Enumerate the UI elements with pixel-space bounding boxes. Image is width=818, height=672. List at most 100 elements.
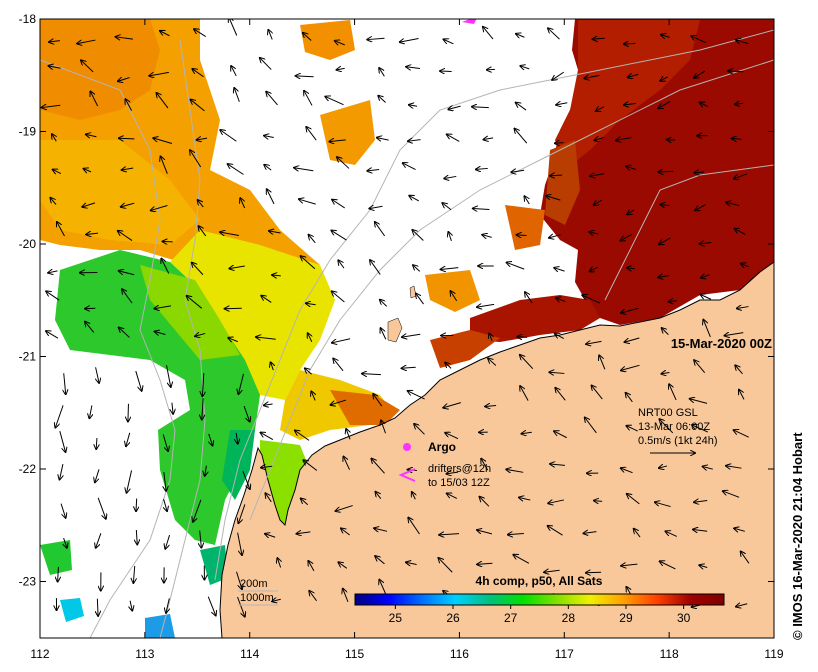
lon-tick-label: 116 bbox=[450, 647, 469, 661]
current-arrow bbox=[626, 166, 636, 169]
current-arrow bbox=[624, 104, 636, 105]
current-arrow bbox=[594, 137, 605, 140]
current-arrow bbox=[741, 264, 749, 267]
current-arrow bbox=[701, 275, 710, 278]
current-arrow bbox=[481, 459, 489, 471]
current-arrow bbox=[406, 562, 417, 564]
current-arrow bbox=[440, 71, 452, 72]
current-arrow bbox=[694, 500, 708, 502]
current-arrow bbox=[337, 68, 345, 70]
argo-marker-icon bbox=[403, 443, 411, 451]
current-arrow bbox=[585, 418, 597, 434]
current-arrow bbox=[195, 333, 206, 336]
current-arrow bbox=[135, 370, 142, 391]
current-arrow bbox=[265, 534, 276, 537]
depth-legend: 200m 1000m bbox=[238, 578, 278, 606]
current-arrow bbox=[90, 92, 99, 107]
current-arrow bbox=[442, 203, 452, 211]
current-arrow bbox=[620, 234, 632, 241]
current-arrow bbox=[81, 60, 94, 73]
current-arrow bbox=[408, 140, 421, 142]
current-arrow bbox=[520, 66, 530, 69]
colorbar-tick-label: 25 bbox=[389, 611, 403, 625]
depth-1000-label: 1000m bbox=[240, 592, 274, 604]
current-arrow bbox=[50, 198, 57, 205]
lat-tick-label: -23 bbox=[19, 575, 37, 589]
current-scale-legend: NRT00 GSL 13-Mar 06:00Z 0.5m/s (1kt 24h) bbox=[638, 407, 717, 453]
current-arrow bbox=[508, 533, 524, 534]
current-arrow bbox=[229, 19, 238, 36]
drifters-label-line1: drifters@12h bbox=[428, 463, 491, 475]
current-arrow bbox=[172, 402, 173, 414]
current-arrow bbox=[627, 268, 636, 269]
current-arrow bbox=[658, 100, 671, 108]
current-arrow bbox=[261, 466, 273, 467]
current-arrow bbox=[303, 460, 318, 471]
current-arrow bbox=[549, 235, 561, 238]
drifter-track-icon bbox=[398, 468, 416, 482]
current-arrow bbox=[736, 40, 749, 44]
drifters-label-line2: to 15/03 12Z bbox=[428, 477, 490, 489]
current-arrow bbox=[584, 75, 600, 78]
current-arrow bbox=[439, 534, 460, 535]
current-arrow bbox=[589, 267, 599, 271]
current-arrow bbox=[448, 106, 461, 109]
current-arrow bbox=[514, 129, 528, 144]
current-arrow bbox=[261, 433, 274, 440]
current-arrow bbox=[200, 530, 202, 548]
current-arrow bbox=[445, 433, 459, 440]
current-arrow bbox=[373, 394, 383, 407]
current-arrow bbox=[659, 419, 674, 434]
current-arrow bbox=[626, 426, 638, 432]
current-arrow bbox=[594, 501, 603, 502]
current-arrow bbox=[55, 405, 64, 427]
current-arrow bbox=[362, 374, 381, 375]
lon-axis: 112 113 114 115 116 117 118 119 bbox=[30, 19, 784, 661]
current-arrow bbox=[89, 405, 92, 418]
current-arrow bbox=[525, 292, 533, 304]
current-arrow bbox=[197, 138, 208, 140]
lon-tick-label: 115 bbox=[345, 647, 364, 661]
current-arrow bbox=[220, 130, 237, 142]
current-arrow bbox=[659, 466, 668, 468]
current-arrow bbox=[301, 498, 309, 506]
current-arrow bbox=[202, 373, 203, 396]
current-arrow bbox=[165, 365, 170, 387]
current-arrow bbox=[231, 66, 237, 77]
current-arrow bbox=[728, 71, 744, 72]
current-arrow bbox=[554, 431, 567, 439]
current-arrow bbox=[266, 92, 278, 106]
current-arrow bbox=[408, 391, 425, 400]
current-arrow bbox=[700, 295, 712, 300]
current-arrow bbox=[723, 491, 740, 498]
current-arrow bbox=[332, 291, 345, 303]
current-arrow bbox=[634, 529, 641, 538]
lat-tick-label: -18 bbox=[19, 12, 37, 26]
current-arrow bbox=[477, 304, 495, 307]
current-arrow bbox=[438, 558, 453, 573]
current-arrow bbox=[237, 532, 242, 555]
current-arrow bbox=[64, 373, 66, 394]
current-arrow bbox=[64, 537, 67, 548]
current-arrow bbox=[661, 373, 670, 374]
depth-200-label: 200m bbox=[240, 578, 268, 590]
current-arrow bbox=[735, 103, 744, 104]
current-arrow bbox=[552, 71, 565, 80]
current-arrow bbox=[737, 307, 749, 309]
current-arrow bbox=[308, 333, 312, 343]
current-arrow bbox=[199, 226, 207, 237]
current-arrow bbox=[692, 425, 709, 433]
current-arrow bbox=[734, 173, 747, 179]
current-arrow bbox=[473, 208, 490, 209]
current-arrow bbox=[700, 102, 708, 106]
current-arrow bbox=[304, 91, 313, 106]
current-arrow bbox=[516, 103, 527, 111]
current-arrow bbox=[378, 96, 386, 103]
current-arrow bbox=[546, 196, 561, 201]
current-arrow bbox=[84, 169, 92, 172]
island bbox=[387, 317, 403, 343]
current-arrow bbox=[556, 298, 566, 302]
current-arrow bbox=[119, 271, 135, 276]
current-arrow bbox=[154, 306, 172, 309]
